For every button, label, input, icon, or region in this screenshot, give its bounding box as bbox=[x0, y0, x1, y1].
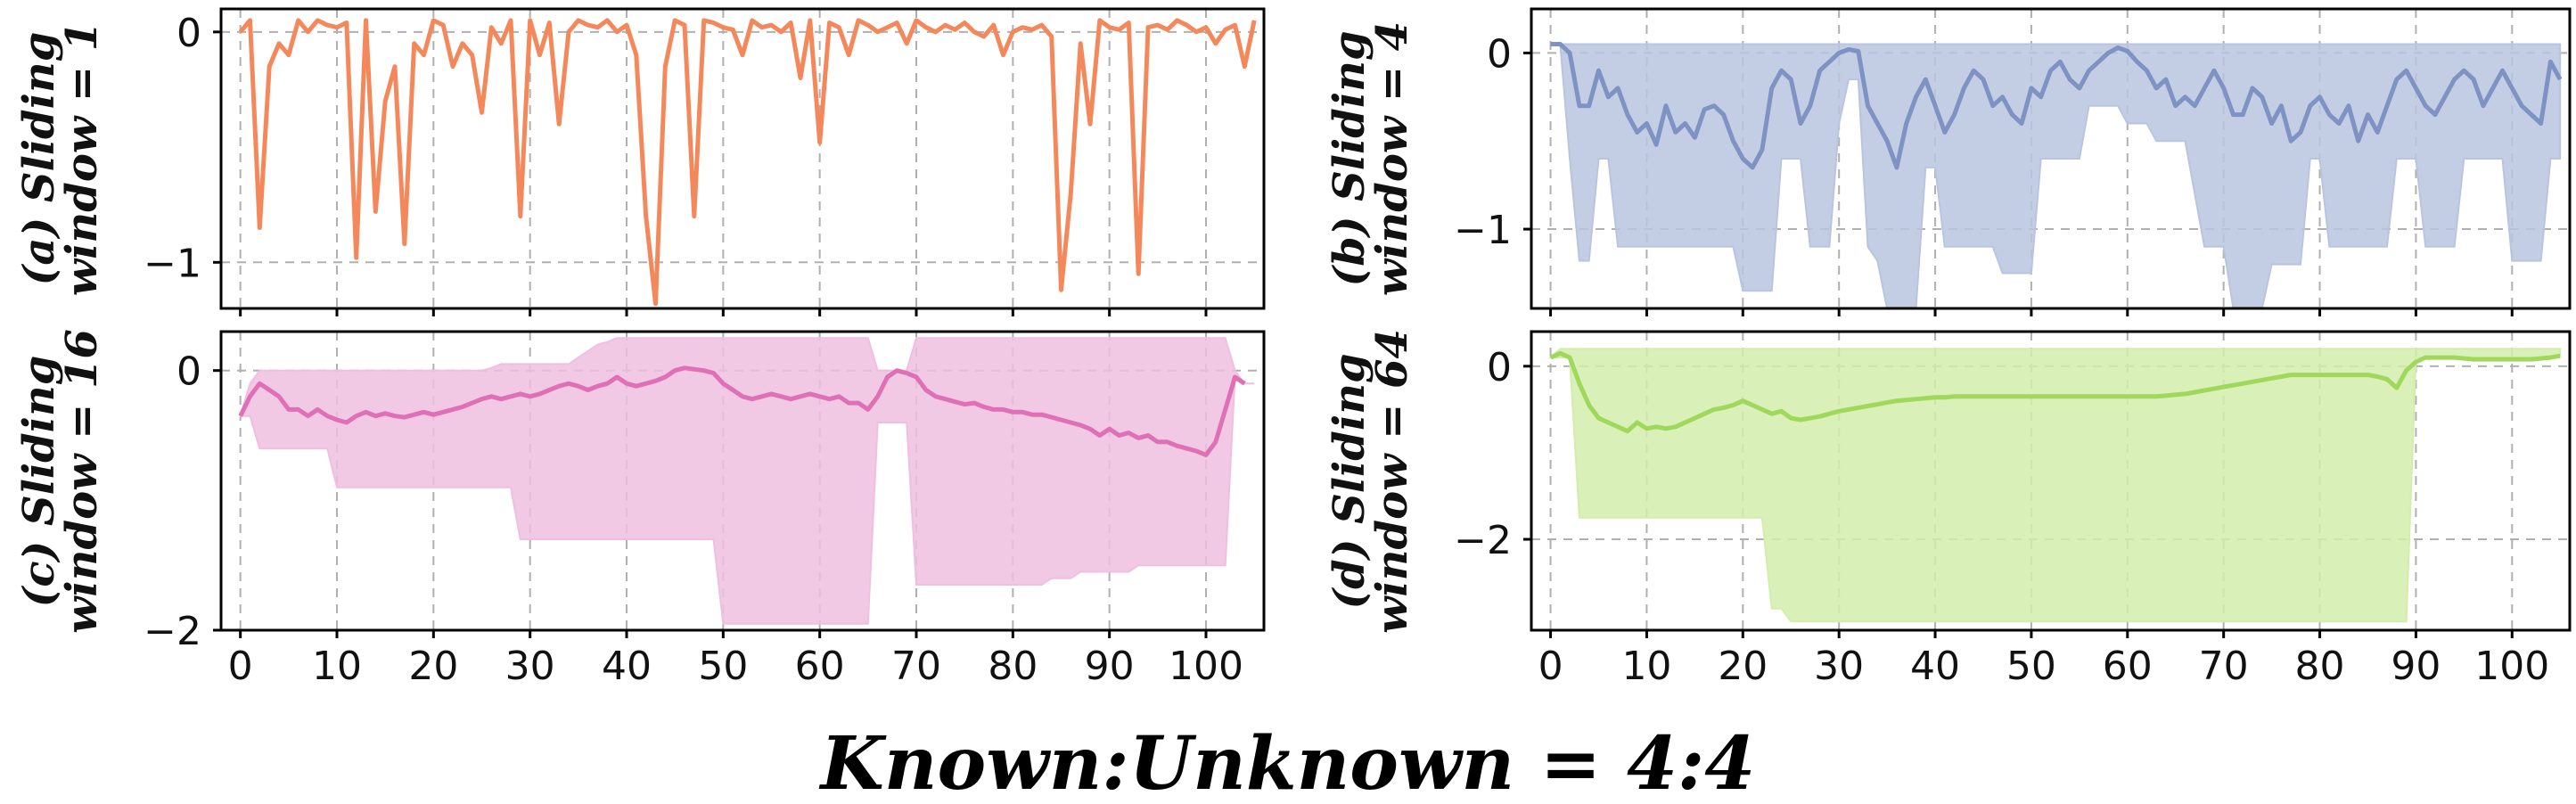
plot-area bbox=[238, 337, 1255, 625]
panel-title-line: (a) Sliding bbox=[14, 32, 64, 286]
axes-frame bbox=[1530, 330, 2572, 632]
panel-title-line: (b) Sliding bbox=[1325, 30, 1374, 286]
x-tick-label: 40 bbox=[1910, 644, 1960, 689]
x-tick-label: 90 bbox=[2391, 644, 2441, 689]
x-tick-label: 70 bbox=[891, 644, 941, 689]
panel-title: (c) Slidingwindow = 16 bbox=[14, 329, 107, 634]
series-line bbox=[1549, 350, 2561, 434]
x-tick-label: 50 bbox=[698, 644, 748, 689]
y-tick-label: −2 bbox=[1454, 518, 1512, 563]
axes-frame bbox=[219, 7, 1266, 310]
x-tick-label: 90 bbox=[1085, 644, 1135, 689]
range-band bbox=[239, 337, 1255, 625]
x-tick-label: 80 bbox=[2295, 644, 2345, 689]
axes-frame bbox=[219, 330, 1266, 632]
x-tick-label: 50 bbox=[2006, 644, 2056, 689]
x-tick-label: 0 bbox=[228, 644, 253, 689]
plot-area bbox=[1550, 42, 2563, 308]
y-tick-label: −1 bbox=[1454, 208, 1512, 253]
series-line bbox=[1550, 42, 2563, 170]
panel-title: (b) Slidingwindow = 4 bbox=[1325, 21, 1417, 296]
x-tick-label: 70 bbox=[2199, 644, 2249, 689]
x-tick-label: 40 bbox=[602, 644, 652, 689]
series-line bbox=[238, 18, 1257, 307]
x-tick-label: 10 bbox=[312, 644, 362, 689]
figure-suptitle: Known:Unknown = 4:4 bbox=[819, 721, 1756, 804]
y-tick-label: 0 bbox=[176, 349, 201, 395]
panel-title-line: window = 16 bbox=[57, 329, 107, 634]
x-tick-label: 100 bbox=[2474, 644, 2549, 689]
y-tick-label: −1 bbox=[144, 241, 201, 286]
panel-c: 0 10 20 30 40 50 60 70 80 90 100 0 −2 (c) Slidingwind… bbox=[14, 329, 1266, 689]
panel-title-line: window = 4 bbox=[1367, 21, 1417, 296]
range-band bbox=[1550, 43, 2562, 308]
x-tick-label: 10 bbox=[1621, 644, 1671, 689]
x-tick-label: 60 bbox=[795, 644, 845, 689]
x-tick-label: 20 bbox=[1718, 644, 1768, 689]
panel-d: 0 10 20 30 40 50 60 70 80 90 100 0 −2 (d) Slidingwind… bbox=[1325, 329, 2572, 689]
panel-b: 0 −1 (b) Slidingwindow = 4 bbox=[1325, 7, 2572, 316]
series-line bbox=[238, 365, 1246, 457]
y-tick-label: 0 bbox=[1487, 31, 1512, 77]
panel-title-line: window = 1 bbox=[57, 21, 107, 296]
panel-a: 0 −1 (a) Slidingwindow = 1 bbox=[14, 7, 1266, 316]
panel-title: (d) Slidingwindow = 64 bbox=[1325, 329, 1417, 634]
y-tick-label: 0 bbox=[176, 11, 201, 56]
x-tick-label: 0 bbox=[1538, 644, 1563, 689]
y-tick-label: 0 bbox=[1487, 345, 1512, 390]
x-tick-label: 60 bbox=[2103, 644, 2153, 689]
plot-area bbox=[238, 18, 1257, 307]
panel-title-line: (c) Sliding bbox=[14, 356, 64, 608]
x-tick-label: 80 bbox=[988, 644, 1038, 689]
x-tick-label: 20 bbox=[408, 644, 458, 689]
panel-title-line: (d) Sliding bbox=[1325, 353, 1374, 609]
range-band bbox=[1547, 348, 2562, 623]
x-tick-label: 30 bbox=[505, 644, 555, 689]
y-tick-label: −2 bbox=[144, 609, 201, 654]
panel-title-line: window = 64 bbox=[1367, 329, 1417, 634]
plot-area bbox=[1547, 348, 2562, 623]
axes-frame bbox=[1530, 7, 2572, 310]
x-tick-label: 30 bbox=[1814, 644, 1864, 689]
panel-title: (a) Slidingwindow = 1 bbox=[14, 21, 107, 296]
x-tick-label: 100 bbox=[1169, 644, 1243, 689]
